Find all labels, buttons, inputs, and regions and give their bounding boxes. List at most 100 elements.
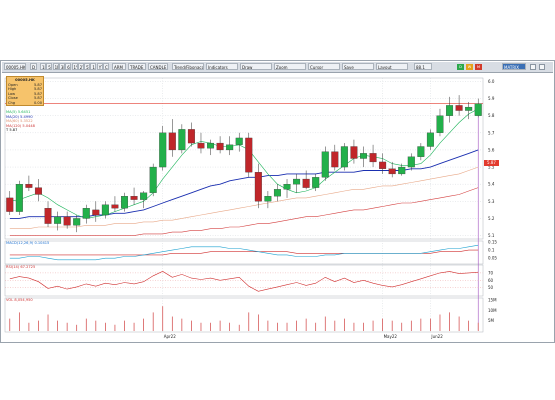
- candle: [455, 95, 463, 116]
- flag-w[interactable]: W: [466, 64, 473, 70]
- overlay-ma5: MA(5) 5.6451: [6, 110, 31, 114]
- candle-body: [216, 142, 224, 151]
- candle-body: [465, 106, 473, 111]
- chart-window: 00005.HK D 1D5D1M3M6M1Y2Y5Y10YYTDCUSTOM …: [0, 60, 555, 343]
- ohlc-legend: 00005.HK Open 5.87 High 5.87 Low 5.87 Close…: [6, 76, 44, 106]
- candle-body: [426, 132, 434, 147]
- candle: [63, 211, 71, 229]
- candle-body: [312, 177, 320, 188]
- candle-body: [360, 153, 367, 159]
- flag-m[interactable]: M: [475, 64, 482, 70]
- mode-button[interactable]: TRADE: [128, 63, 146, 70]
- settings-icon[interactable]: [530, 64, 536, 70]
- candle: [121, 192, 128, 212]
- rsi-tick-label: 50: [488, 285, 494, 290]
- legend-row: High 5.87: [8, 87, 42, 91]
- menu-zoom[interactable]: Zoom: [274, 63, 306, 70]
- candle: [207, 139, 215, 156]
- candle-body: [379, 161, 387, 169]
- candle: [388, 161, 396, 178]
- candle-body: [207, 142, 215, 149]
- matrix-tag[interactable]: MATRIX: [502, 63, 526, 70]
- candle-body: [388, 168, 396, 175]
- panel-frame: [4, 240, 484, 265]
- overlay-ma20: MA(20) 5.4990: [6, 114, 33, 119]
- vol-tick-label: 15M: [488, 298, 497, 303]
- ma60-line: [9, 166, 479, 229]
- candle-body: [417, 146, 425, 157]
- price-tick-label: 5.4: [488, 182, 495, 187]
- range-button-1y[interactable]: 1Y: [71, 63, 78, 70]
- range-button-1m[interactable]: 1M: [52, 63, 59, 70]
- range-button-10y[interactable]: 10Y: [90, 63, 97, 70]
- candle-body: [283, 184, 291, 190]
- candle-body: [254, 172, 262, 202]
- range-button-ytd[interactable]: YTD: [96, 63, 103, 70]
- candle-body: [187, 129, 195, 144]
- candle: [398, 163, 406, 176]
- menu-save[interactable]: Save: [342, 63, 374, 70]
- candle: [226, 136, 234, 156]
- chart-type-button[interactable]: CANDLE: [148, 63, 168, 70]
- menu-cursor[interactable]: Cursor: [308, 63, 340, 70]
- candle: [417, 143, 425, 161]
- overlay-ma60: MA(60) 5.3522: [6, 119, 33, 124]
- candle: [340, 143, 348, 171]
- price-tick-label: 5.7: [488, 130, 495, 135]
- menu-trend-fibonacci[interactable]: Trend/Fibonacci: [172, 63, 204, 70]
- candle-body: [54, 216, 62, 224]
- candle: [283, 179, 291, 198]
- price-tick-label: 5.9: [488, 96, 495, 101]
- range-button-2y[interactable]: 2Y: [77, 63, 84, 70]
- price-tick-label: 5.8: [488, 113, 495, 118]
- candle-body: [331, 151, 339, 168]
- panel-frame: [4, 297, 484, 333]
- candle-body: [293, 178, 301, 185]
- candle: [245, 132, 253, 178]
- range-button-6m[interactable]: 6M: [65, 63, 72, 70]
- candle-body: [350, 146, 358, 159]
- candle: [331, 144, 339, 171]
- legend-row: Low 5.87: [8, 91, 42, 96]
- price-tick-label: 5.3: [488, 199, 495, 204]
- candle: [111, 196, 119, 212]
- volume-panel: [9, 306, 479, 331]
- range-button-5y[interactable]: 5Y: [84, 63, 91, 70]
- menu-indicators[interactable]: Indicators: [206, 63, 238, 70]
- candle: [465, 101, 473, 120]
- candle-body: [15, 184, 23, 212]
- candle: [15, 180, 23, 216]
- symbol-field[interactable]: 00005.HK: [4, 63, 26, 70]
- period-button[interactable]: D: [30, 63, 37, 70]
- candle-body: [340, 146, 348, 168]
- candle: [92, 201, 100, 222]
- overlay-t: T 5.87: [6, 128, 18, 133]
- flag-d[interactable]: D: [457, 64, 464, 70]
- range-button-custom[interactable]: CUSTOM: [103, 63, 109, 70]
- last-price-marker: 5.87: [484, 160, 499, 166]
- close-icon[interactable]: [539, 64, 545, 70]
- range-button-3m[interactable]: 3M: [58, 63, 65, 70]
- candle-body: [63, 216, 71, 226]
- candle-body: [197, 142, 205, 149]
- range-button-1d[interactable]: 1D: [40, 63, 46, 70]
- candle-body: [149, 166, 157, 193]
- macd-tick-label: 0.1: [488, 248, 495, 253]
- price-field[interactable]: 88.1: [414, 63, 432, 70]
- rsi-label: RSI(14) 67.2725: [6, 265, 36, 269]
- moving-averages: [9, 108, 479, 236]
- view-button[interactable]: ARM: [112, 63, 126, 70]
- menu-draw[interactable]: Draw: [240, 63, 272, 70]
- candle-body: [111, 204, 119, 209]
- macd-tick-label: 0.15: [488, 240, 497, 245]
- range-button-5d[interactable]: 5D: [46, 63, 53, 70]
- legend-title: 00005.HK: [15, 78, 35, 82]
- candle: [474, 98, 482, 118]
- macd-tick-label: 0.05: [488, 256, 497, 261]
- range-buttons: 1D5D1M3M6M1Y2Y5Y10YYTDCUSTOM: [40, 62, 110, 72]
- candle: [369, 144, 377, 168]
- menu-layout[interactable]: Layout: [376, 63, 408, 70]
- candle-body: [92, 209, 100, 216]
- candle: [140, 191, 148, 209]
- candle: [264, 191, 272, 209]
